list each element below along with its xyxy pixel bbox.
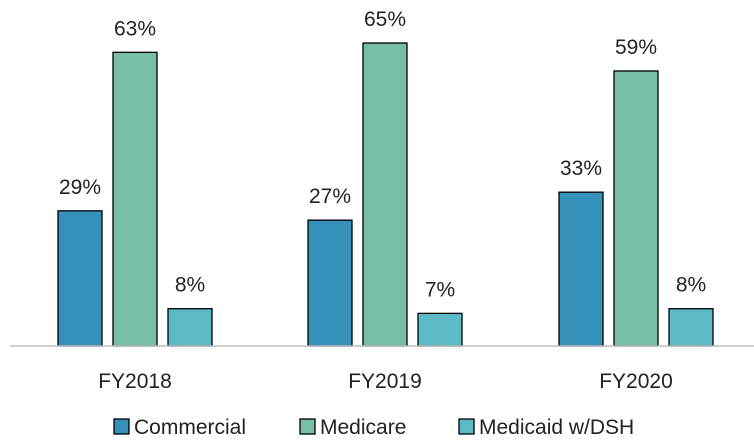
legend-swatch-medicaid-w-dsh <box>458 418 475 435</box>
data-label-medicaid-w-dsh-fy2020: 8% <box>676 274 706 297</box>
legend-swatch-medicare <box>299 418 316 435</box>
data-label-medicare-fy2020: 59% <box>615 36 657 59</box>
bar-medicare-fy2020 <box>613 70 659 347</box>
legend: Commercial Medicare Medicaid w/DSH <box>113 416 634 439</box>
data-label-commercial-fy2018: 29% <box>59 176 101 199</box>
bar-commercial-fy2020 <box>558 191 604 347</box>
data-label-medicare-fy2018: 63% <box>114 17 156 40</box>
bar-medicaid-w-dsh-fy2018 <box>167 308 213 347</box>
data-label-medicaid-w-dsh-fy2018: 8% <box>175 274 205 297</box>
bar-medicaid-w-dsh-fy2019 <box>417 312 463 347</box>
bar-commercial-fy2018 <box>57 210 103 347</box>
legend-label-medicaid-w-dsh: Medicaid w/DSH <box>479 416 634 439</box>
x-tick-label-fy2020: FY2020 <box>599 370 673 393</box>
legend-swatch-commercial <box>113 418 130 435</box>
data-label-medicaid-w-dsh-fy2019: 7% <box>425 278 455 301</box>
data-label-medicare-fy2019: 65% <box>364 8 406 31</box>
data-label-commercial-fy2020: 33% <box>560 157 602 180</box>
bar-medicare-fy2018 <box>112 51 158 347</box>
x-tick-labels: FY2018 FY2019 FY2020 <box>98 370 673 393</box>
bar-commercial-fy2019 <box>307 219 353 347</box>
legend-label-commercial: Commercial <box>134 416 246 439</box>
x-tick-label-fy2019: FY2019 <box>348 370 422 393</box>
bars-layer: 29% 63% 8% 27% 65% 7% 33% 59% 8% <box>57 8 714 347</box>
legend-label-medicare: Medicare <box>320 416 406 439</box>
bar-medicaid-w-dsh-fy2020 <box>668 308 714 347</box>
bar-medicare-fy2019 <box>362 42 408 347</box>
x-tick-label-fy2018: FY2018 <box>98 370 172 393</box>
data-label-commercial-fy2019: 27% <box>309 185 351 208</box>
